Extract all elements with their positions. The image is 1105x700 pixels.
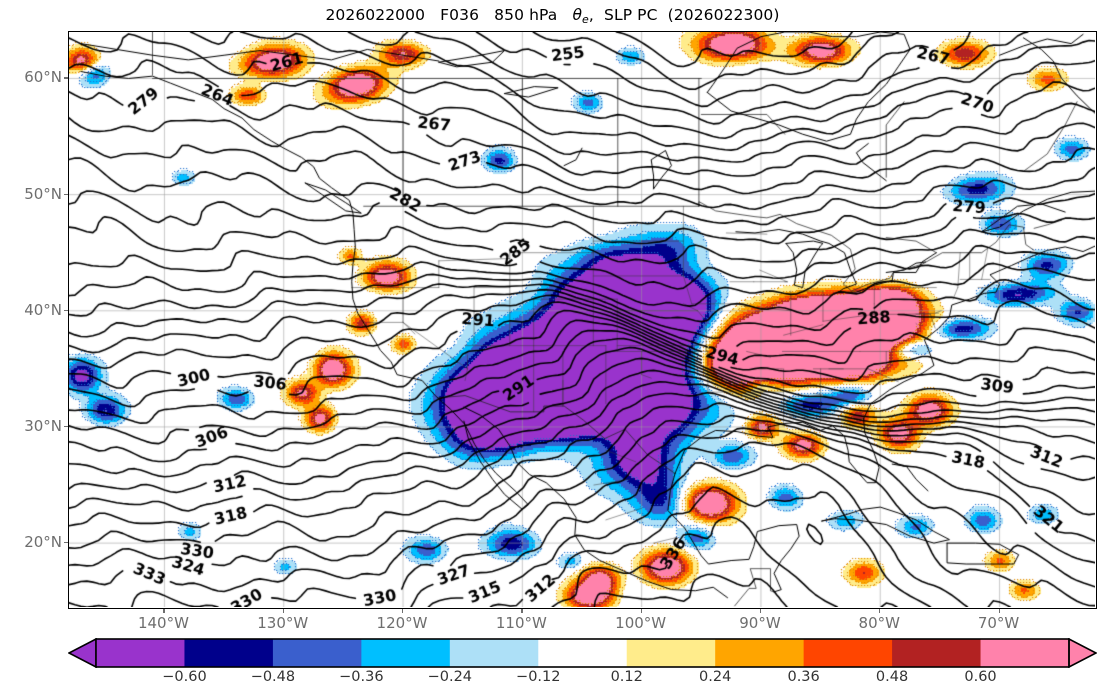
colorbar-extend-right	[1068, 638, 1097, 668]
x-tick-mark	[163, 609, 165, 613]
y-tick-label: 20°N	[24, 533, 62, 552]
y-tick-mark	[64, 193, 68, 195]
colorbar-swatch	[626, 639, 716, 667]
y-tick-label: 60°N	[24, 68, 62, 87]
x-tick-label: 140°W	[137, 614, 189, 632]
y-tick-label: 30°N	[24, 416, 62, 435]
x-tick-mark	[521, 609, 523, 613]
title-init-cycle: 2026022000	[325, 6, 426, 24]
title-field2: SLP PC	[604, 6, 658, 24]
x-tick-label: 80°W	[858, 614, 900, 632]
x-tick-mark	[879, 609, 881, 613]
colorbar-tick-label: 0.12	[610, 669, 643, 685]
y-tick-mark	[64, 309, 68, 311]
colorbar-swatch	[272, 639, 362, 667]
title-level: 850 hPa	[494, 6, 558, 24]
colorbar-tick-label: −0.24	[427, 669, 473, 685]
colorbar-tick-label: 0.36	[787, 669, 820, 685]
colorbar-swatch	[449, 639, 539, 667]
title-valid-time: 2026022300	[673, 6, 774, 24]
title-theta-symbol: θ	[572, 6, 583, 24]
y-tick-label: 50°N	[24, 184, 62, 203]
title-theta-subscript: e	[582, 13, 589, 27]
colorbar-swatch	[803, 639, 893, 667]
colorbar-tick-label: 0.60	[964, 669, 997, 685]
colorbar-swatch	[96, 639, 186, 667]
colorbar-tick-label: −0.60	[162, 669, 207, 685]
colorbar-tick-label: 0.48	[875, 669, 909, 685]
colorbar-swatch	[980, 639, 1070, 667]
colorbar-tick-label: 0.24	[699, 669, 732, 685]
colorbar-extend-left	[68, 638, 97, 668]
colorbar-outline	[95, 638, 1070, 668]
chart-title: 2026022000 F036 850 hPa θe, SLP PC (2026…	[325, 6, 780, 27]
x-tick-mark	[640, 609, 642, 613]
colorbar-swatches	[68, 638, 1097, 668]
map-axes[interactable]	[68, 31, 1097, 609]
colorbar-swatch	[361, 639, 451, 667]
colorbar-swatch	[184, 639, 274, 667]
colorbar-swatch	[715, 639, 805, 667]
map-plot-canvas	[69, 32, 1095, 607]
x-tick-label: 90°W	[739, 614, 781, 632]
colorbar-swatch	[892, 639, 982, 667]
colorbar-tick-label: −0.36	[339, 669, 384, 685]
y-tick-mark	[64, 77, 68, 79]
x-tick-label: 130°W	[257, 614, 309, 632]
colorbar-tick-label: −0.12	[516, 669, 561, 685]
colorbar-swatch	[538, 639, 628, 667]
x-tick-mark	[282, 609, 284, 613]
x-tick-label: 110°W	[495, 614, 547, 632]
y-tick-mark	[64, 542, 68, 544]
x-tick-mark	[998, 609, 1000, 613]
x-tick-label: 100°W	[615, 614, 667, 632]
x-tick-label: 120°W	[376, 614, 428, 632]
y-tick-label: 40°N	[24, 300, 62, 319]
x-tick-mark	[759, 609, 762, 613]
x-tick-mark	[402, 609, 404, 613]
colorbar[interactable]	[68, 638, 1097, 668]
title-forecast-hour: F036	[440, 6, 480, 24]
x-tick-label: 70°W	[977, 614, 1020, 632]
colorbar-tick-label: −0.48	[250, 669, 296, 685]
y-tick-mark	[64, 425, 68, 428]
